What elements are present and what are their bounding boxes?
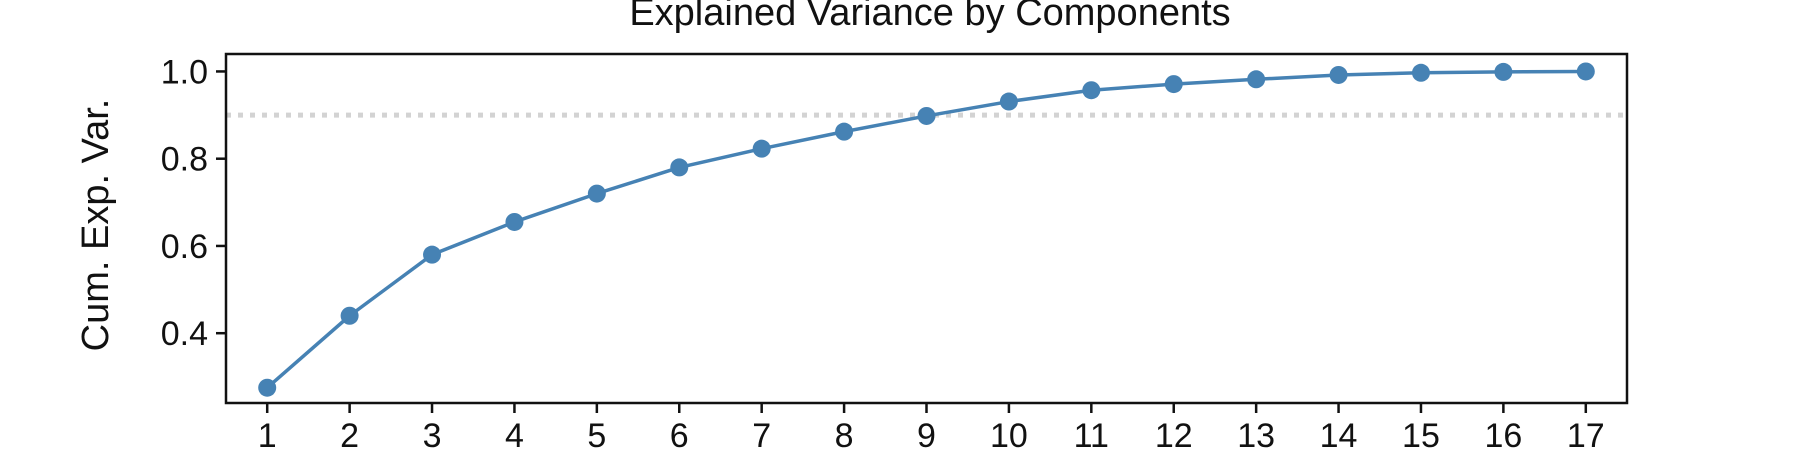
chart-title: Explained Variance by Components	[629, 0, 1230, 34]
x-tick-label: 6	[670, 417, 689, 450]
data-point	[423, 245, 442, 264]
series-layer	[258, 62, 1595, 397]
data-point	[917, 106, 936, 125]
x-tick-label: 15	[1402, 417, 1440, 450]
data-point	[505, 212, 524, 231]
data-point	[1494, 62, 1513, 81]
ticks-layer: 0.40.60.81.01 2 3 4 5 6 7 8 9 10 11 12 13 14 15 16 17	[161, 53, 1605, 455]
data-point	[1329, 65, 1348, 84]
x-tick-label: 16	[1484, 417, 1522, 450]
x-tick-label: 1	[258, 417, 277, 450]
data-point	[1164, 75, 1183, 94]
data-point	[752, 139, 771, 158]
x-tick-label: 8	[835, 417, 854, 450]
x-tick-label: 17	[1567, 417, 1605, 450]
x-tick-label: 12	[1155, 417, 1193, 450]
x-tick-label: 14	[1320, 417, 1358, 450]
data-point	[258, 378, 277, 397]
y-tick-label: 0.8	[161, 141, 208, 179]
data-point	[1082, 81, 1101, 100]
data-point	[999, 92, 1018, 111]
data-point	[1247, 70, 1266, 89]
data-point	[670, 158, 689, 177]
x-tick-label: 4	[505, 417, 524, 450]
x-tick-label: 13	[1237, 417, 1275, 450]
axes-layer	[224, 52, 1629, 405]
data-point	[1576, 62, 1595, 81]
x-tick-label: 7	[752, 417, 771, 450]
x-tick-label: 11	[1074, 417, 1109, 450]
x-tick-label: 5	[587, 417, 606, 450]
x-tick-label: 10	[990, 417, 1028, 450]
data-point	[340, 306, 359, 325]
x-tick-label: 3	[423, 417, 442, 450]
data-point	[587, 184, 606, 203]
y-tick-label: 0.4	[161, 315, 208, 353]
y-axis-label: Cum. Exp. Var.	[75, 99, 117, 352]
x-tick-label: 9	[917, 417, 936, 450]
plot-frame	[224, 52, 1629, 405]
data-point	[1411, 63, 1430, 82]
data-point	[835, 122, 854, 141]
y-tick-label: 0.6	[161, 228, 208, 266]
x-tick-label: 2	[340, 417, 359, 450]
y-tick-label: 1.0	[161, 53, 208, 91]
